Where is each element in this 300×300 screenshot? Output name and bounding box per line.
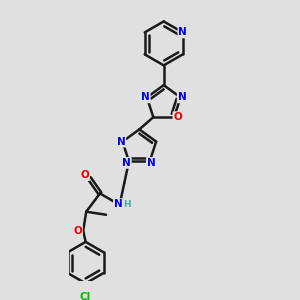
Text: O: O — [173, 112, 182, 122]
Text: N: N — [117, 136, 125, 147]
Text: N: N — [122, 158, 131, 168]
Text: O: O — [73, 226, 82, 236]
Text: N: N — [178, 92, 186, 102]
Text: N: N — [141, 92, 150, 102]
Text: N: N — [147, 158, 156, 168]
Text: N: N — [114, 199, 123, 209]
Text: O: O — [80, 170, 89, 180]
Text: N: N — [178, 27, 187, 38]
Text: Cl: Cl — [80, 292, 91, 300]
Text: H: H — [123, 200, 130, 209]
